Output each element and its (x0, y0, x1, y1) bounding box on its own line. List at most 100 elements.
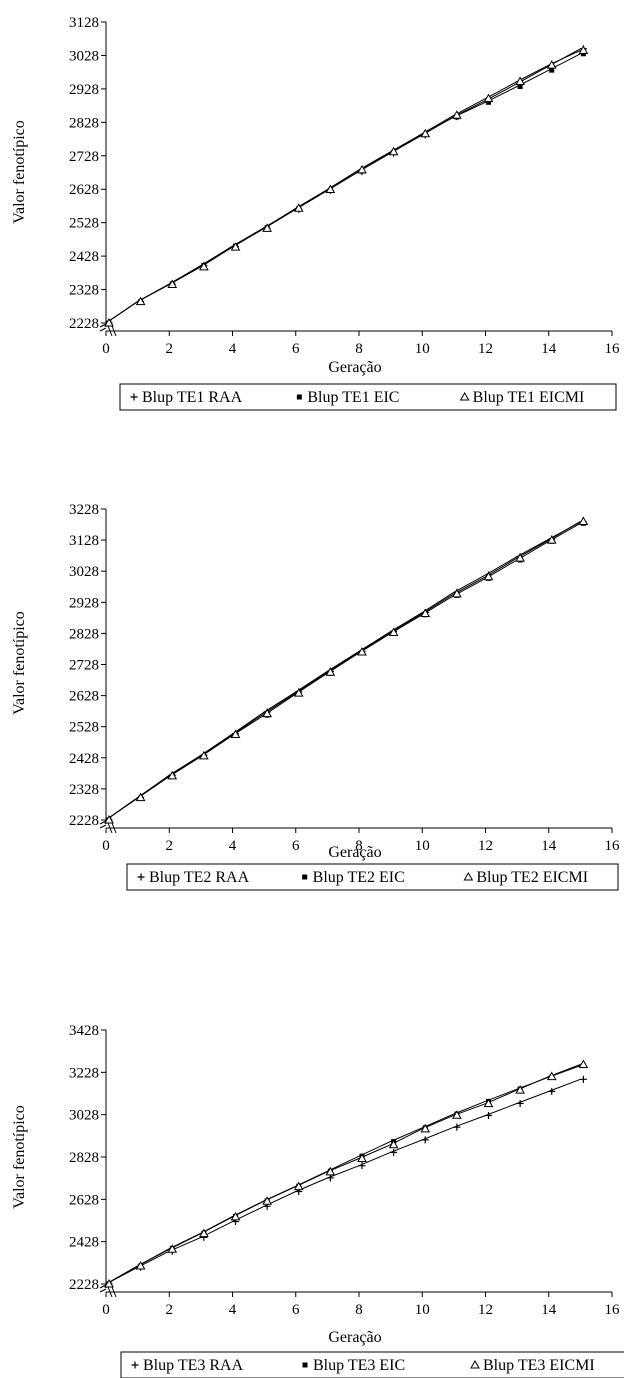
data-point (104, 814, 114, 824)
x-tick-label: 16 (605, 1302, 621, 1318)
data-point (421, 1136, 429, 1144)
series-line (105, 49, 581, 324)
data-point (483, 93, 494, 103)
y-axis-label: Valor fenotípico (11, 611, 28, 715)
data-point (515, 76, 525, 86)
x-axis-label: Geração (328, 844, 381, 861)
legend-label: Blup TE2 EICMI (476, 869, 588, 886)
series-line (105, 521, 581, 821)
series-triangle (104, 1059, 589, 1288)
x-tick-label: 2 (166, 838, 174, 854)
y-tick-label: 2228 (69, 813, 99, 829)
y-tick-label: 2828 (69, 115, 99, 131)
data-point (230, 1211, 241, 1221)
y-tick-label: 2828 (69, 626, 99, 642)
x-axis-label: Geração (328, 1329, 381, 1346)
legend: Blup TE3 RAA Blup TE3 EIC Blup TE3 EICMI (120, 1351, 624, 1378)
y-tick-label: 2528 (69, 216, 99, 232)
legend-marker (131, 1361, 139, 1369)
series-plus (105, 518, 587, 824)
x-axis-break-mark (107, 325, 117, 337)
y-axis-break-mark (99, 1284, 107, 1293)
y-tick-label: 2328 (69, 782, 99, 798)
data-point (390, 1148, 398, 1156)
data-point (388, 146, 399, 156)
data-point (230, 729, 241, 738)
y-axis-break-mark (99, 323, 107, 332)
data-point (452, 110, 462, 119)
data-point (325, 1166, 336, 1176)
legend-label: Blup TE1 EIC (307, 389, 399, 406)
y-tick-label: 2728 (69, 658, 99, 674)
x-tick-label: 0 (102, 838, 110, 854)
data-point (515, 1085, 525, 1094)
data-point (548, 1087, 556, 1095)
data-point (453, 1123, 461, 1131)
x-tick-label: 4 (229, 341, 237, 357)
series-square (105, 1063, 586, 1287)
data-point (357, 1153, 367, 1162)
series-plus (105, 1075, 587, 1288)
data-point (104, 1278, 114, 1288)
y-tick-label: 2428 (69, 249, 99, 265)
x-tick-label: 16 (605, 341, 621, 357)
legend-label: Blup TE1 RAA (142, 389, 243, 406)
legend-marker (470, 1359, 480, 1369)
data-point (199, 261, 209, 271)
x-tick-label: 10 (415, 1302, 430, 1318)
data-point (135, 792, 146, 802)
data-point (516, 1099, 524, 1107)
legend-marker (130, 393, 138, 401)
legend-marker (302, 1362, 308, 1368)
data-point (167, 279, 178, 289)
data-point (199, 750, 209, 760)
x-tick-label: 2 (166, 1302, 174, 1318)
x-tick-label: 4 (229, 838, 237, 854)
y-axis-label: Valor fenotípico (11, 1105, 28, 1209)
data-point (357, 647, 367, 656)
y-tick-label: 2428 (69, 751, 99, 767)
legend-box (120, 1351, 624, 1378)
series-line (105, 53, 581, 324)
y-tick-label: 2928 (69, 595, 99, 611)
data-point (579, 1075, 587, 1083)
data-point (262, 223, 272, 232)
series-line (105, 1064, 581, 1285)
data-point (230, 242, 241, 251)
legend-label: Blup TE2 EIC (313, 869, 405, 886)
y-tick-label: 2228 (69, 1277, 99, 1293)
series-triangle (104, 45, 589, 327)
data-point (546, 60, 557, 69)
data-point (293, 203, 304, 212)
y-tick-label: 3228 (69, 502, 99, 518)
data-point (452, 588, 462, 598)
series-square (105, 520, 586, 823)
legend-label: Blup TE1 EICMI (473, 389, 585, 406)
legend-label: Blup TE3 EIC (313, 1357, 405, 1374)
y-tick-label: 3128 (69, 533, 99, 549)
data-point (483, 571, 494, 581)
legend-box (119, 383, 617, 411)
data-point (167, 770, 178, 780)
x-tick-label: 6 (292, 1302, 300, 1318)
y-tick-label: 2528 (69, 720, 99, 736)
x-tick-label: 12 (478, 838, 493, 854)
series-square (105, 51, 586, 326)
y-tick-label: 3228 (69, 1065, 99, 1081)
data-point (293, 688, 304, 697)
chart-1: 2228 2328 2428 2528 2628 2728 2828 2928 3028 3128… (11, 15, 621, 411)
y-tick-label: 2628 (69, 182, 99, 198)
data-point (420, 608, 431, 617)
data-point (199, 1228, 209, 1238)
data-point (515, 553, 525, 562)
data-point (104, 317, 114, 327)
y-axis-break-mark (99, 820, 107, 829)
data-point (546, 1071, 557, 1081)
data-point (546, 535, 557, 544)
data-point (326, 1174, 334, 1182)
data-point (485, 1112, 492, 1120)
legend-box (126, 863, 619, 891)
x-tick-label: 10 (415, 838, 430, 854)
x-tick-label: 16 (605, 838, 621, 854)
x-tick-label: 12 (478, 1302, 493, 1318)
